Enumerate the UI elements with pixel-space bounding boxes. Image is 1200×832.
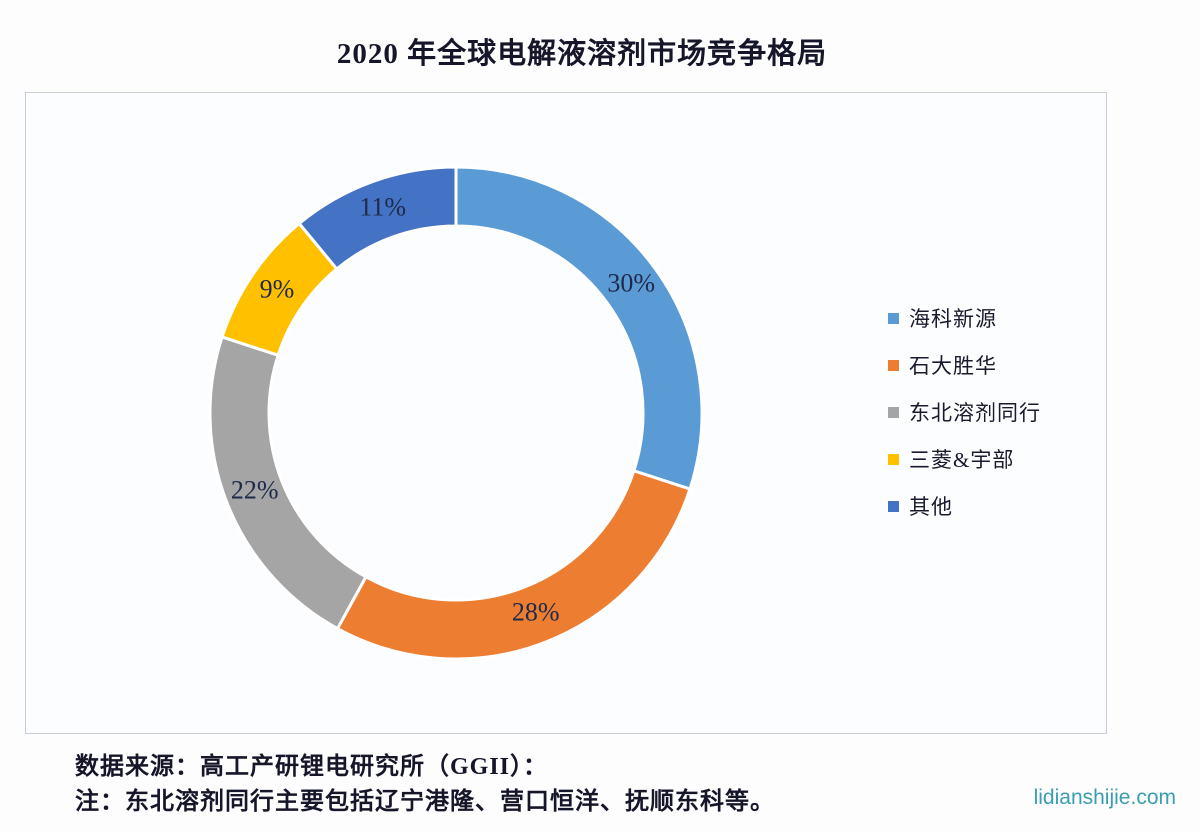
page-title: 2020 年全球电解液溶剂市场竞争格局 bbox=[336, 38, 828, 70]
legend-label: 海科新源 bbox=[909, 307, 997, 331]
slice-label-1: 28% bbox=[512, 597, 560, 626]
legend-swatch-icon bbox=[888, 406, 899, 418]
pie-slice-4 bbox=[297, 165, 458, 271]
legend-label: 石大胜华 bbox=[909, 354, 997, 378]
legend-item-1: 石大胜华 bbox=[888, 352, 1041, 378]
legend-item-0: 海科新源 bbox=[888, 305, 1041, 331]
watermark-site-url: lidianshijie.com bbox=[1033, 786, 1176, 809]
legend-item-2: 东北溶剂同行 bbox=[888, 399, 1041, 425]
slice-label-0: 30% bbox=[607, 269, 655, 298]
slice-label-3: 9% bbox=[260, 274, 295, 303]
chart-plot-area: 30% 28% 22% 9% 11% 海科新源石大胜华东北溶剂同行 三菱&宇部其他 bbox=[25, 92, 1107, 734]
chart-legend: 海科新源石大胜华东北溶剂同行 三菱&宇部其他 bbox=[888, 305, 1041, 540]
footnote: 注：东北溶剂同行主要包括辽宁港隆、营口恒洋、抚顺东科等。 bbox=[75, 789, 775, 815]
slice-label-4: 11% bbox=[359, 192, 406, 221]
legend-label: 其他 bbox=[909, 495, 953, 519]
slice-label-2: 22% bbox=[231, 476, 279, 505]
legend-item-3: 三菱&宇部 bbox=[888, 446, 1041, 472]
donut-chart: 30% 28% 22% 9% 11% bbox=[208, 165, 704, 661]
legend-swatch-icon bbox=[888, 312, 899, 324]
legend-label: 三菱&宇部 bbox=[909, 448, 1015, 472]
pie-slice-0 bbox=[454, 165, 704, 491]
data-source-note: 数据来源：高工产研锂电研究所（GGII）： bbox=[75, 754, 549, 780]
legend-label: 东北溶剂同行 bbox=[909, 401, 1041, 425]
legend-swatch-icon bbox=[888, 453, 899, 465]
legend-item-4: 其他 bbox=[888, 493, 1041, 519]
legend-swatch-icon bbox=[888, 359, 899, 371]
legend-swatch-icon bbox=[888, 500, 899, 512]
pie-slice-1 bbox=[335, 469, 692, 661]
